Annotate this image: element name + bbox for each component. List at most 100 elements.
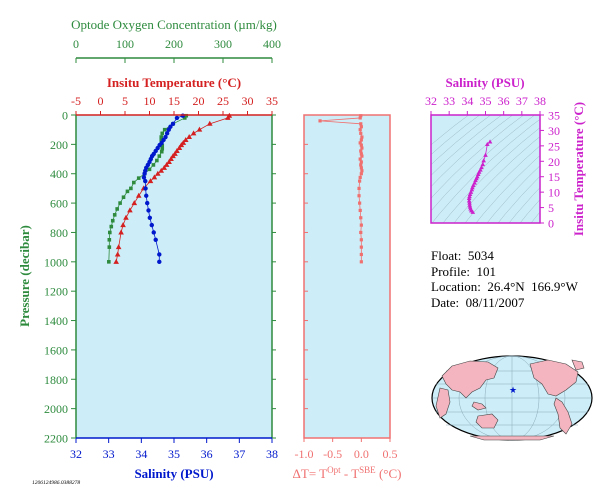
delta-t-point	[360, 154, 364, 158]
delta-t-point	[359, 125, 363, 129]
salinity-point	[151, 230, 156, 235]
ts-point	[467, 202, 472, 207]
salinity-point	[143, 186, 148, 191]
pressure-tick-label: 1000	[44, 255, 68, 269]
map-land	[435, 359, 585, 441]
delta-t-point	[359, 143, 363, 147]
temperature-point	[206, 120, 213, 126]
delta-t-point	[358, 201, 362, 205]
oxygen-point	[136, 176, 141, 180]
oxygen-point	[160, 131, 165, 136]
salinity-point	[157, 252, 162, 257]
temperature-point	[115, 244, 122, 250]
delta-t-point	[359, 122, 363, 126]
salinity-ticks: 32 33 34 35 36 37 38	[70, 438, 278, 461]
salinity-tick-label: 38	[266, 447, 278, 461]
ts-point	[485, 141, 490, 147]
temperature-tick-label: 10	[144, 94, 156, 108]
pressure-tick-label: 1600	[44, 343, 68, 357]
ts-y-tick-label: 20	[548, 155, 560, 169]
ts-contour	[431, 115, 491, 165]
ts-y-tick-label: 30	[548, 124, 560, 138]
temperature-point	[118, 229, 124, 235]
delta-t-point	[359, 149, 363, 153]
pressure-axis-title: Pressure (decibar)	[17, 225, 32, 327]
oxygen-point	[157, 154, 162, 158]
ts-y-tick-label: 25	[548, 139, 560, 153]
pressure-tick-label: 1400	[44, 314, 68, 328]
ts-contour	[519, 199, 540, 223]
temperature-point	[147, 178, 154, 184]
oxygen-point	[112, 213, 117, 217]
ts-contour	[497, 175, 540, 223]
temperature-point	[170, 153, 176, 159]
temperature-point	[114, 251, 121, 257]
salinity-point	[146, 208, 151, 213]
oxygen-point	[107, 245, 112, 249]
delta-t-point	[359, 163, 363, 167]
delta-t-point	[359, 216, 363, 220]
salinity-point	[147, 215, 153, 220]
temperature-point	[120, 222, 126, 228]
ts-point	[466, 195, 472, 201]
pressure-ticks: 0 200 400 600 800 1000 1200 1400 1600 1800 2000 220…	[44, 109, 276, 446]
pressure-tick-label: 400	[50, 167, 68, 181]
salinity-point	[174, 115, 180, 121]
ts-y-tick-label: 10	[548, 186, 560, 200]
delta-t-ticks: -1.0 -0.5 0.0 0.5	[295, 114, 398, 461]
delta-t-title-sup2: SBE	[359, 465, 376, 475]
ts-x-tick-label: 38	[534, 94, 546, 108]
ts-contour	[453, 136, 540, 223]
ts-point	[481, 158, 486, 163]
delta-t-tick-label: -1.0	[295, 447, 314, 461]
date: Date: 08/11/2007	[431, 294, 525, 310]
float-location-star: ★	[509, 385, 517, 395]
profiles-marks	[107, 112, 233, 265]
ts-contour	[431, 115, 524, 199]
temperature-tick-label: 5	[122, 94, 128, 108]
float-info-block: Float: 5034 Profile: 101 Location: 26.4°…	[431, 248, 578, 310]
ts-contour	[431, 115, 513, 187]
pressure-tick-label: 600	[50, 197, 68, 211]
temperature-point	[131, 200, 138, 206]
delta-t-point	[358, 157, 362, 161]
salinity-point	[166, 127, 171, 132]
temperature-point	[196, 126, 203, 132]
delta-t-point	[359, 238, 363, 242]
temperature-point	[225, 114, 231, 120]
temperature-point	[174, 147, 180, 153]
temperature-tick-label: 35	[266, 94, 278, 108]
pressure-tick-label: 0	[62, 109, 68, 123]
temperature-ticks: -5 0 5 10 15 20 25 30 35	[71, 94, 278, 115]
oxygen-point	[118, 201, 122, 205]
delta-t-point	[357, 186, 361, 191]
float-number: Float: 5034	[431, 248, 494, 263]
ts-x-tick-label: 37	[516, 94, 528, 108]
oxygen-point	[155, 158, 159, 163]
oxygen-point	[159, 138, 164, 142]
delta-t-point	[358, 208, 362, 213]
ts-contour	[530, 211, 540, 223]
pressure-tick-label: 2200	[44, 432, 68, 446]
temperature-tick-label: 20	[193, 94, 205, 108]
oxygen-axis-title: Optode Oxygen Concentration (µm/kg)	[71, 17, 277, 32]
oxygen-ticks: 0 100 200 300 400	[73, 37, 281, 63]
temperature-point	[135, 192, 142, 198]
world-map: ★	[431, 355, 593, 441]
delta-t-point	[358, 141, 362, 145]
temperature-point	[186, 134, 192, 140]
temperature-tick-label: 15	[168, 94, 180, 108]
delta-t-point	[360, 169, 364, 173]
pressure-tick-label: 200	[50, 138, 68, 152]
ts-point	[470, 209, 476, 214]
ts-x-tick-label: 32	[425, 94, 437, 108]
salinity-point	[149, 222, 154, 228]
oxygen-point	[107, 237, 112, 242]
ts-contour	[508, 187, 540, 223]
delta-t-axis-title: ΔT= TOpt - TSBE (°C)	[293, 465, 402, 481]
delta-t-point	[318, 119, 322, 123]
ts-contour	[442, 127, 540, 223]
oxygen-tick-label: 0	[73, 37, 79, 51]
oxygen-point	[115, 207, 119, 211]
